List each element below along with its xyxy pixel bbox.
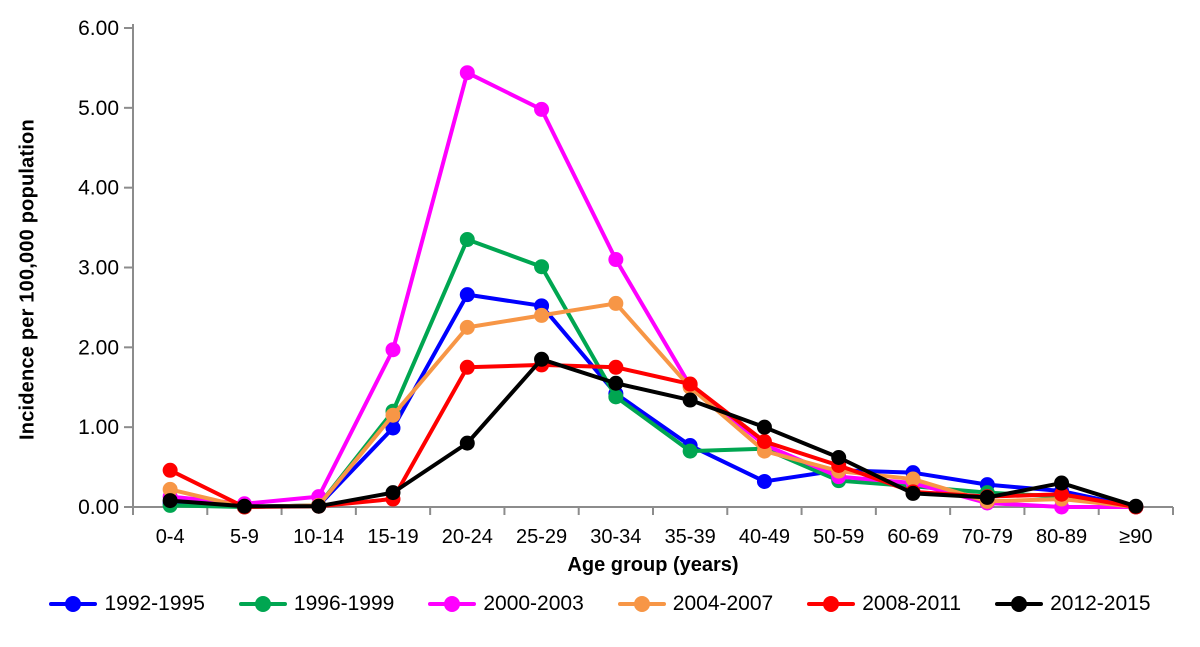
data-point-1996-1999-25-29 bbox=[534, 259, 550, 275]
x-tick-label: 10-14 bbox=[293, 526, 344, 548]
data-point-2008-2011-35-39 bbox=[682, 376, 698, 392]
x-tick-label: 50-59 bbox=[813, 526, 864, 548]
data-point-1992-1995-20-24 bbox=[459, 287, 475, 303]
y-tick-label: 4.00 bbox=[78, 177, 119, 200]
x-tick-label: 15-19 bbox=[367, 526, 418, 548]
y-axis-title: Incidence per 100,000 population bbox=[16, 119, 39, 440]
data-point-2012-2015-≥90 bbox=[1128, 498, 1144, 514]
data-point-2000-2003-25-29 bbox=[534, 101, 550, 117]
y-tick-label: 5.00 bbox=[78, 97, 119, 120]
legend-label: 2004-2007 bbox=[672, 592, 774, 615]
data-point-2012-2015-30-34 bbox=[608, 375, 624, 391]
x-tick-label: 0-4 bbox=[156, 526, 185, 548]
data-point-2012-2015-25-29 bbox=[534, 351, 550, 367]
data-point-2012-2015-70-79 bbox=[979, 489, 995, 505]
legend-item-2012-2015: 2012-2015 bbox=[995, 592, 1151, 616]
legend-item-2004-2007: 2004-2007 bbox=[617, 592, 774, 616]
data-point-2008-2011-20-24 bbox=[459, 359, 475, 375]
legend-label: 2012-2015 bbox=[1050, 592, 1151, 615]
data-point-2008-2011-0-4 bbox=[162, 462, 178, 478]
data-point-2012-2015-60-69 bbox=[905, 485, 921, 501]
x-tick-label: 5-9 bbox=[230, 526, 259, 548]
legend-marker-line-icon bbox=[238, 596, 287, 612]
y-tick-label: 2.00 bbox=[78, 336, 119, 359]
data-point-1996-1999-35-39 bbox=[682, 443, 698, 459]
data-point-2012-2015-50-59 bbox=[831, 450, 847, 466]
data-point-2012-2015-35-39 bbox=[682, 392, 698, 408]
x-tick-label: 60-69 bbox=[887, 526, 938, 548]
legend: 1992-1995 1996-1999 2000-2003 2004-2007 … bbox=[0, 592, 1200, 616]
legend-marker-line-icon bbox=[807, 596, 856, 612]
data-point-1996-1999-20-24 bbox=[459, 232, 475, 248]
data-point-2012-2015-0-4 bbox=[162, 493, 178, 509]
series-line-2000-2003 bbox=[168, 70, 1138, 509]
series-line-2004-2007 bbox=[168, 301, 1138, 509]
data-point-2004-2007-20-24 bbox=[459, 319, 475, 335]
x-tick-label: 25-29 bbox=[516, 526, 567, 548]
series-line-2012-2015 bbox=[168, 357, 1138, 509]
x-tick-label: 30-34 bbox=[590, 526, 641, 548]
legend-label: 1996-1999 bbox=[293, 592, 395, 615]
legend-marker-dot-icon bbox=[633, 596, 650, 612]
x-axis-title: Age group (years) bbox=[567, 554, 739, 576]
data-point-2012-2015-80-89 bbox=[1054, 475, 1070, 491]
data-point-2012-2015-20-24 bbox=[459, 435, 475, 451]
legend-label: 1992-1995 bbox=[104, 592, 205, 615]
legend-marker-dot-icon bbox=[823, 596, 840, 612]
data-point-2008-2011-40-49 bbox=[756, 434, 772, 450]
y-tick-label: 1.00 bbox=[78, 416, 119, 439]
x-tick-label: 35-39 bbox=[665, 526, 716, 548]
x-tick-label: 70-79 bbox=[962, 526, 1013, 548]
legend-marker-dot-icon bbox=[1011, 596, 1028, 612]
x-tick-label: 20-24 bbox=[442, 526, 493, 548]
data-point-2008-2011-30-34 bbox=[608, 359, 624, 375]
x-tick-label: ≥90 bbox=[1119, 526, 1152, 548]
legend-marker-line-icon bbox=[617, 596, 666, 612]
data-point-2004-2007-25-29 bbox=[534, 307, 550, 323]
data-point-2000-2003-15-19 bbox=[385, 342, 401, 358]
legend-marker-line-icon bbox=[428, 596, 477, 612]
data-point-2004-2007-15-19 bbox=[385, 407, 401, 423]
plot-area: 0.00 1.00 2.00 3.00 4.00 5.00 6.00 0-4 5-9 10-14 1… bbox=[78, 17, 1174, 548]
data-point-2012-2015-5-9 bbox=[236, 498, 252, 514]
y-tick-label: 6.00 bbox=[78, 17, 119, 40]
legend-item-1996-1999: 1996-1999 bbox=[238, 592, 395, 616]
y-tick-label: 3.00 bbox=[78, 257, 119, 280]
legend-item-1992-1995: 1992-1995 bbox=[49, 592, 205, 616]
data-point-2012-2015-40-49 bbox=[756, 419, 772, 435]
series-line-1996-1999 bbox=[168, 237, 1138, 509]
legend-marker-line-icon bbox=[995, 596, 1044, 612]
legend-marker-dot-icon bbox=[444, 596, 461, 612]
data-point-2000-2003-30-34 bbox=[608, 252, 624, 268]
data-point-2012-2015-15-19 bbox=[385, 485, 401, 501]
data-point-1992-1995-15-19 bbox=[385, 420, 401, 436]
x-tick-label: 40-49 bbox=[739, 526, 790, 548]
legend-marker-dot-icon bbox=[65, 596, 82, 612]
x-tick-label: 80-89 bbox=[1036, 526, 1087, 548]
legend-marker-line-icon bbox=[49, 596, 98, 612]
data-point-2004-2007-30-34 bbox=[608, 295, 624, 311]
data-point-2008-2011-80-89 bbox=[1054, 486, 1070, 502]
data-point-2012-2015-10-14 bbox=[311, 498, 327, 514]
data-point-1992-1995-40-49 bbox=[756, 473, 772, 489]
data-point-2004-2007-0-4 bbox=[162, 481, 178, 497]
y-tick-label: 0.00 bbox=[78, 496, 119, 519]
legend-item-2000-2003: 2000-2003 bbox=[428, 592, 584, 616]
legend-marker-dot-icon bbox=[254, 596, 271, 612]
data-point-2004-2007-60-69 bbox=[905, 471, 921, 487]
data-point-2000-2003-20-24 bbox=[459, 65, 475, 81]
legend-label: 2008-2011 bbox=[862, 592, 962, 615]
legend-label: 2000-2003 bbox=[483, 592, 584, 615]
legend-item-2008-2011: 2008-2011 bbox=[807, 592, 961, 616]
data-point-1996-1999-30-34 bbox=[608, 389, 624, 405]
